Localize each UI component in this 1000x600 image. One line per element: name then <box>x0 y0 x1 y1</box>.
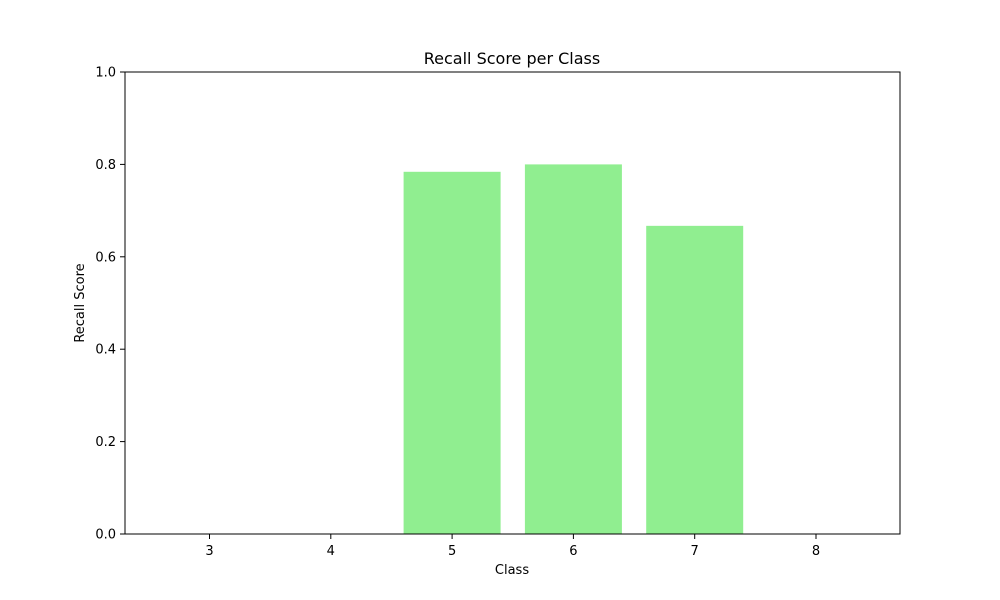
y-tick-label: 0.2 <box>95 435 116 450</box>
y-tick-label: 0.6 <box>95 250 116 265</box>
y-tick-label: 0.8 <box>95 158 116 173</box>
x-tick-label: 8 <box>812 544 820 559</box>
x-tick-label: 5 <box>448 544 456 559</box>
bar-class-7 <box>646 225 744 534</box>
x-tick-label: 3 <box>205 544 213 559</box>
x-axis-ticks: 3 4 5 6 7 8 <box>205 534 820 559</box>
x-tick-label: 7 <box>691 544 699 559</box>
y-tick-label: 0.4 <box>95 343 116 358</box>
chart-title: Recall Score per Class <box>424 49 600 68</box>
y-axis-ticks: 0.0 0.2 0.4 0.6 0.8 1.0 <box>95 66 125 543</box>
bars-group <box>403 164 744 535</box>
x-tick-label: 6 <box>569 544 577 559</box>
bar-class-5 <box>403 171 501 535</box>
y-tick-label: 0.0 <box>95 528 116 543</box>
x-axis-label: Class <box>495 563 529 578</box>
plot-frame <box>124 71 901 535</box>
x-tick-label: 4 <box>327 544 335 559</box>
y-axis-label: Recall Score <box>73 263 88 342</box>
y-tick-label: 1.0 <box>95 66 116 81</box>
bar-class-6 <box>524 164 622 534</box>
